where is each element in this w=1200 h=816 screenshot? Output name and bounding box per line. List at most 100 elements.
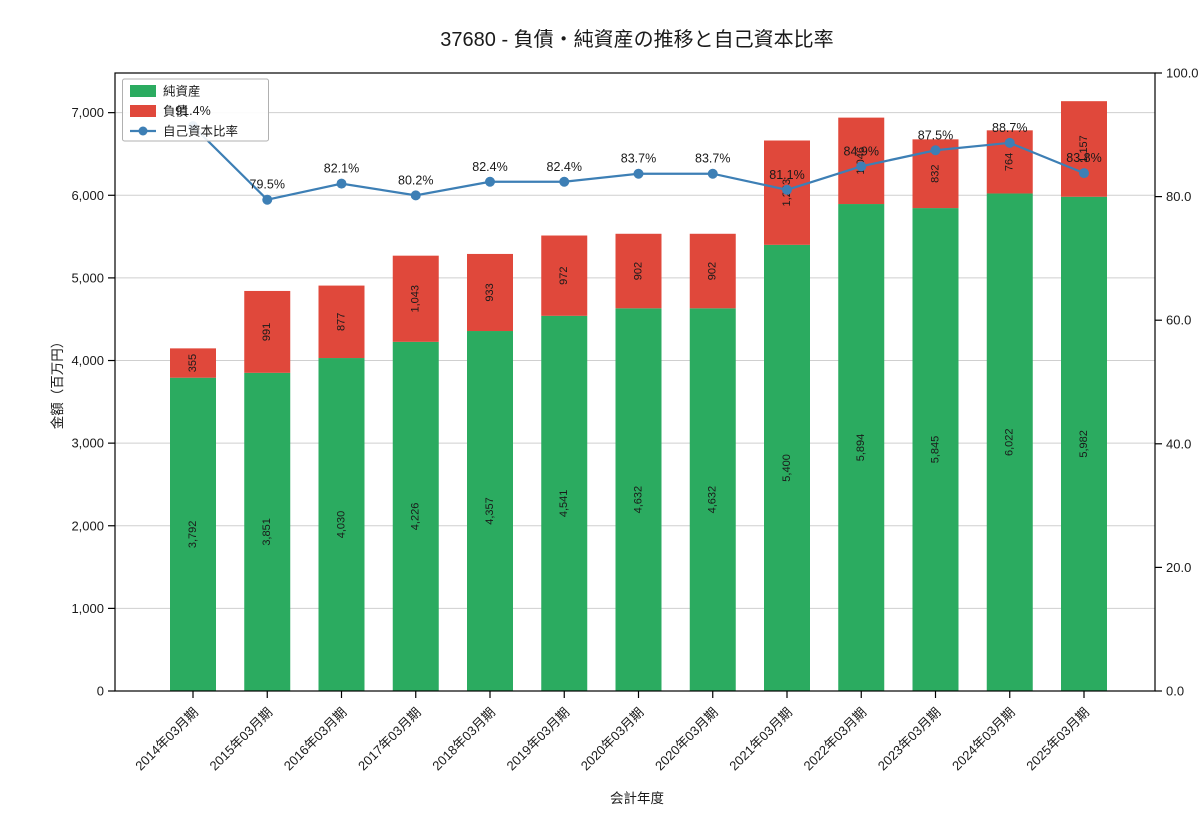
equity-ratio-marker [1004, 137, 1015, 148]
equity-ratio-point-label: 82.1% [324, 162, 359, 176]
equity-ratio-marker [262, 194, 273, 205]
y-left-tick-label: 4,000 [71, 353, 104, 368]
x-tick-label: 2024年03月期 [949, 705, 1018, 774]
chart-title: 37680 - 負債・純資産の推移と自己資本比率 [440, 28, 833, 51]
x-tick-label: 2022年03月期 [801, 705, 870, 774]
net-assets-bar [244, 372, 291, 691]
equity-ratio-point-label: 83.8% [1066, 151, 1101, 165]
liabilities-value-label: 764 [1004, 153, 1016, 171]
equity-ratio-point-label: 82.4% [547, 160, 582, 174]
plot-area: 3,792 355 3,851 991 4,030 877 4,226 1,043 4,357 9… [71, 66, 1198, 774]
net-assets-bar [764, 244, 810, 691]
liabilities-bar [1061, 101, 1107, 197]
x-tick-label: 2020年03月期 [578, 705, 647, 774]
legend-marker [138, 126, 148, 136]
equity-ratio-point-label: 87.5% [918, 128, 953, 142]
x-tick-label: 2025年03月期 [1023, 705, 1092, 774]
legend-label: 自己資本比率 [163, 124, 238, 139]
net-assets-value-label: 6,022 [1004, 428, 1016, 456]
equity-ratio-marker [930, 145, 941, 156]
equity-ratio-marker [336, 178, 347, 189]
legend-swatch [130, 85, 156, 97]
equity-ratio-point-label: 79.5% [250, 178, 285, 192]
liabilities-bar [615, 233, 662, 309]
y-right-tick-label: 80.0 [1166, 189, 1191, 204]
y-right-tick-label: 100.0 [1166, 66, 1199, 81]
net-assets-value-label: 4,357 [484, 497, 496, 525]
y-left-tick-label: 6,000 [71, 188, 104, 203]
x-tick-label: 2017年03月期 [355, 705, 424, 774]
equity-ratio-point-label: 84.9% [844, 144, 879, 158]
y-right-tick-label: 0.0 [1166, 684, 1184, 699]
net-assets-bar [912, 208, 959, 691]
axes-frame [114, 72, 1156, 692]
y-left-tick-label: 1,000 [71, 601, 104, 616]
liabilities-value-label: 902 [633, 262, 645, 280]
net-assets-bar [1061, 196, 1107, 691]
liabilities-bar [689, 233, 736, 309]
x-tick-label: 2023年03月期 [875, 705, 944, 774]
liabilities-bar [838, 117, 885, 205]
net-assets-bar [467, 331, 513, 691]
liabilities-value-label: 972 [558, 266, 570, 284]
equity-ratio-marker [485, 176, 495, 187]
y-left-tick-label: 2,000 [71, 518, 104, 533]
liabilities-bar [467, 253, 513, 332]
legend-label: 負債 [163, 104, 188, 119]
liabilities-value-label: 1,043 [410, 285, 422, 313]
x-tick-label: 2021年03月期 [726, 705, 795, 774]
chart-canvas: 3,792 355 3,851 991 4,030 877 4,226 1,043 4,357 9… [50, 28, 1199, 806]
net-assets-value-label: 5,845 [930, 436, 942, 464]
equity-ratio-point-label: 82.4% [472, 160, 507, 174]
equity-ratio-point-label: 83.7% [621, 152, 656, 166]
equity-ratio-marker [856, 161, 867, 172]
liabilities-value-label: 933 [484, 283, 496, 301]
net-assets-value-label: 4,030 [336, 511, 348, 539]
net-assets-bar [615, 308, 662, 691]
x-tick-label: 2018年03月期 [429, 705, 498, 774]
x-tick-label: 2014年03月期 [132, 705, 201, 774]
equity-ratio-point-label: 88.7% [992, 121, 1027, 135]
equity-ratio-point-label: 91.4% [175, 104, 210, 118]
legend-label: 純資産 [163, 84, 201, 99]
equity-ratio-marker [559, 176, 570, 187]
net-assets-bar [986, 193, 1033, 691]
x-tick-label: 2016年03月期 [281, 705, 350, 774]
y-left-tick-label: 3,000 [71, 436, 104, 451]
equity-ratio-point-label: 80.2% [398, 173, 433, 187]
net-assets-value-label: 4,541 [558, 490, 570, 518]
equity-ratio-point-label: 81.1% [769, 168, 804, 182]
liabilities-bar [318, 285, 365, 359]
equity-ratio-marker [410, 190, 421, 201]
net-assets-bar [318, 358, 365, 691]
liabilities-bar [541, 235, 588, 316]
liabilities-value-label: 1,157 [1078, 135, 1090, 163]
legend-swatch [130, 105, 156, 117]
y-left-tick-label: 0 [97, 684, 104, 699]
liabilities-value-label: 832 [930, 165, 942, 183]
net-assets-bar [170, 377, 216, 691]
equity-ratio-marker [633, 168, 644, 179]
net-assets-value-label: 5,894 [855, 434, 867, 462]
net-assets-value-label: 4,632 [633, 486, 645, 514]
legend-box [122, 78, 269, 142]
y-right-tick-label: 60.0 [1166, 313, 1191, 328]
liabilities-bar [392, 255, 439, 342]
x-axis-title: 会計年度 [610, 791, 664, 806]
x-tick-label: 2019年03月期 [504, 705, 573, 774]
equity-ratio-point-label: 83.7% [695, 152, 730, 166]
equity-ratio-marker [782, 184, 792, 195]
net-assets-bar [541, 315, 588, 691]
y-left-tick-label: 7,000 [71, 105, 104, 120]
equity-ratio-stacked-bar-chart: 3,792 355 3,851 991 4,030 877 4,226 1,043 4,357 9… [40, 16, 1200, 816]
net-assets-bar [689, 308, 736, 691]
y-axis-title-left: 金額（百万円） [50, 335, 65, 430]
x-tick-label: 2020年03月期 [652, 705, 721, 774]
liabilities-value-label: 877 [336, 313, 348, 331]
net-assets-bar [392, 341, 439, 691]
net-assets-value-label: 4,632 [707, 486, 719, 514]
liabilities-value-label: 991 [261, 323, 273, 341]
equity-ratio-marker [1079, 168, 1089, 179]
equity-ratio-marker [707, 168, 718, 179]
net-assets-value-label: 5,982 [1078, 430, 1090, 458]
